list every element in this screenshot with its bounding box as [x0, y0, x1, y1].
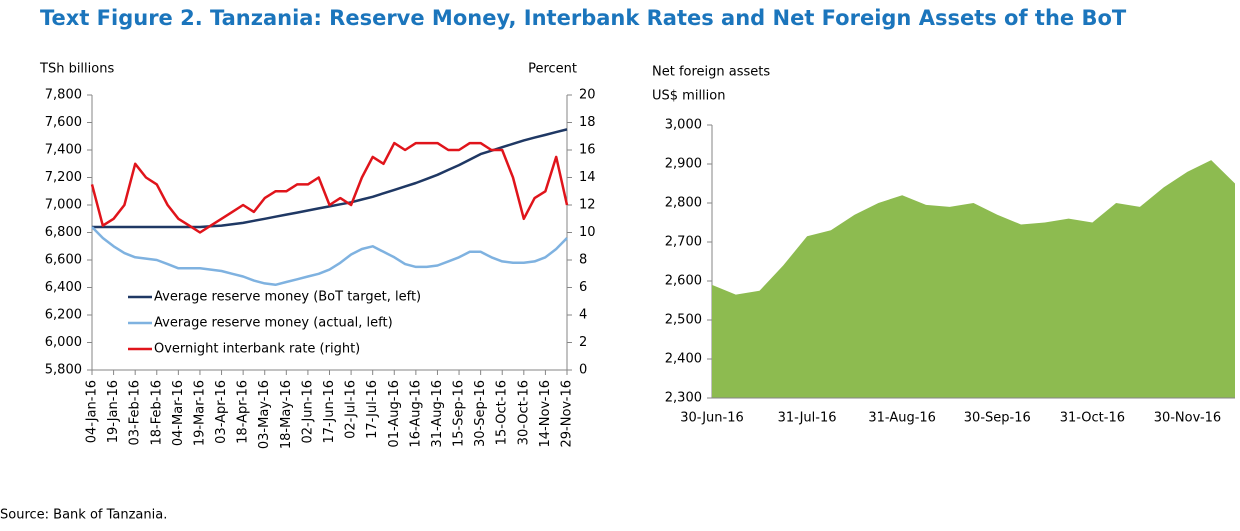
- series-line: [92, 128, 568, 229]
- y-tick-label: 2,400: [665, 352, 702, 367]
- legend-label: Average reserve money (BoT target, left): [154, 290, 421, 305]
- y-tick-label: 7,000: [45, 198, 82, 213]
- y-tick-label: 2,300: [665, 391, 702, 406]
- y2-tick-label: 14: [579, 170, 596, 185]
- x-tick-label: 31-Aug-16: [868, 411, 936, 426]
- y-tick-label: 3,000: [665, 118, 702, 133]
- area: [712, 160, 1235, 398]
- y-tick-label: 2,500: [665, 313, 702, 328]
- x-tick-label: 03-Apr-16: [214, 380, 229, 444]
- y-tick-label: 6,000: [45, 335, 82, 350]
- legend-label: Overnight interbank rate (right): [154, 342, 360, 357]
- y-tick-label: 6,400: [45, 280, 82, 295]
- y2-tick-label: 18: [579, 115, 596, 130]
- x-tick-label: 03-May-16: [257, 380, 272, 449]
- x-tick-label: 01-Aug-16: [387, 380, 402, 448]
- x-tick-label: 18-May-16: [279, 380, 294, 449]
- x-tick-label: 18-Feb-16: [149, 380, 164, 445]
- y-axis-title: TSh billions: [39, 62, 114, 77]
- y-axis-title: Net foreign assets: [652, 65, 770, 80]
- x-tick-label: 30-Sep-16: [473, 380, 488, 447]
- x-tick-label: 30-Jun-16: [680, 411, 744, 426]
- y2-tick-label: 2: [579, 335, 587, 350]
- y2-tick-label: 0: [579, 363, 587, 378]
- x-tick-label: 02-Jul-16: [344, 380, 359, 439]
- y2-tick-label: 16: [579, 143, 596, 158]
- y-tick-label: 2,700: [665, 235, 702, 250]
- x-tick-label: 30-Sep-16: [964, 411, 1031, 426]
- y-tick-label: 7,600: [45, 115, 82, 130]
- source-note: Source: Bank of Tanzania.: [0, 508, 167, 523]
- series-line: [91, 226, 568, 287]
- y-tick-label: 7,800: [45, 88, 82, 103]
- y2-tick-label: 4: [579, 308, 587, 323]
- y-tick-label: 7,400: [45, 143, 82, 158]
- y2-tick-label: 20: [579, 88, 596, 103]
- y-axis-title: US$ million: [652, 89, 725, 104]
- y-tick-label: 5,800: [45, 363, 82, 378]
- x-tick-label: 30-Oct-16: [516, 380, 531, 445]
- x-tick-label: 15-Oct-16: [495, 380, 510, 445]
- x-tick-label: 31-Oct-16: [1060, 411, 1125, 426]
- x-tick-label: 29-Nov-16: [560, 380, 575, 448]
- y-tick-label: 6,200: [45, 308, 82, 323]
- y-tick-label: 6,600: [45, 253, 82, 268]
- y-tick-label: 7,200: [45, 170, 82, 185]
- x-tick-label: 04-Jan-16: [85, 380, 100, 443]
- x-tick-label: 18-Apr-16: [236, 380, 251, 444]
- y-tick-label: 2,800: [665, 196, 702, 211]
- y-tick-label: 6,800: [45, 225, 82, 240]
- x-tick-label: 19-Mar-16: [192, 380, 207, 446]
- y-tick-label: 2,900: [665, 157, 702, 172]
- x-tick-label: 04-Mar-16: [171, 380, 186, 446]
- x-tick-label: 31-Jul-16: [778, 411, 837, 426]
- figure-title: Text Figure 2. Tanzania: Reserve Money, …: [40, 6, 1127, 30]
- x-tick-label: 30-Nov-16: [1154, 411, 1222, 426]
- x-tick-label: 16-Aug-16: [408, 380, 423, 448]
- y2-tick-label: 12: [579, 198, 596, 213]
- x-tick-label: 31-Aug-16: [430, 380, 445, 448]
- y2-tick-label: 6: [579, 280, 587, 295]
- x-tick-label: 19-Jan-16: [106, 380, 121, 443]
- x-tick-label: 17-Jul-16: [365, 380, 380, 439]
- y2-tick-label: 8: [579, 253, 587, 268]
- series-line: [90, 141, 569, 234]
- x-tick-label: 17-Jun-16: [322, 380, 337, 444]
- x-tick-label: 15-Sep-16: [452, 380, 467, 447]
- x-tick-label: 14-Nov-16: [538, 380, 553, 448]
- x-tick-label: 02-Jun-16: [300, 380, 315, 444]
- x-tick-label: 03-Feb-16: [128, 380, 143, 445]
- y2-tick-label: 10: [579, 225, 596, 240]
- legend-label: Average reserve money (actual, left): [154, 316, 393, 331]
- y2-axis-title: Percent: [528, 62, 577, 77]
- y-tick-label: 2,600: [665, 274, 702, 289]
